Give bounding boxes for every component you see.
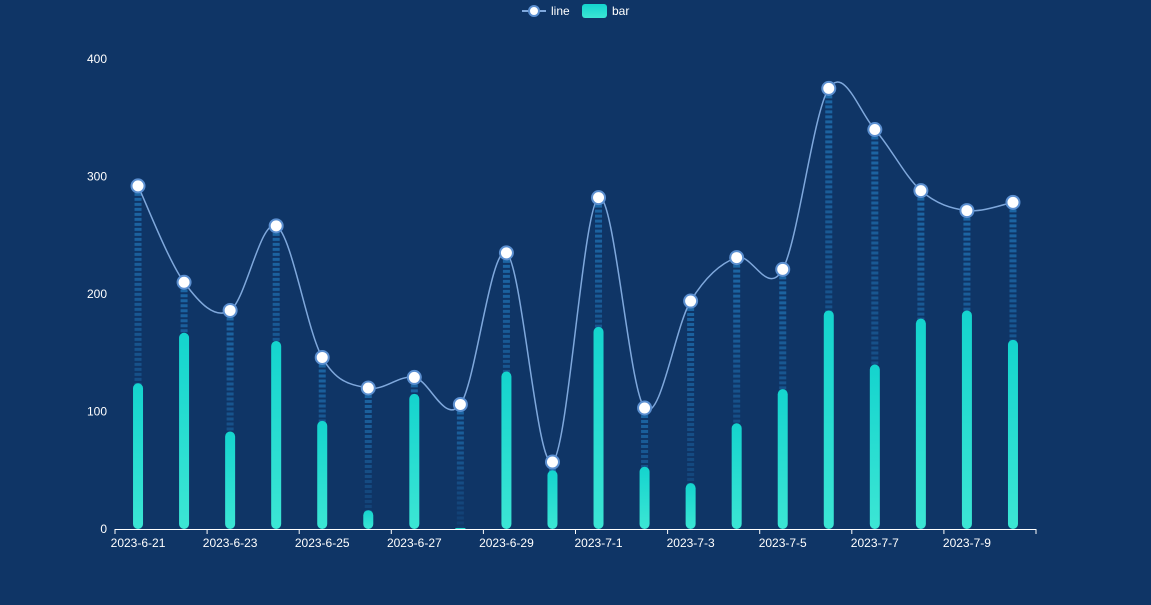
line-point[interactable] [637,400,653,416]
ghost-bar [226,310,234,529]
ghost-bar [687,301,695,529]
bar[interactable] [685,483,696,529]
x-tick-label: 2023-6-25 [295,536,350,550]
bar[interactable] [409,393,420,529]
line-point[interactable] [498,245,514,261]
line-series [137,81,1014,463]
line-point[interactable] [959,203,975,219]
ghost-bar [871,129,879,529]
legend-item-bar[interactable]: bar [582,4,629,18]
legend-line-label: line [551,4,570,18]
legend-bar-swatch [582,4,607,18]
bar[interactable] [639,466,650,529]
bar[interactable] [501,371,512,529]
bar[interactable] [363,510,374,529]
line-point[interactable] [775,261,791,277]
y-tick-label: 400 [87,52,107,66]
bar[interactable] [225,431,236,529]
x-axis: 2023-6-21 2023-6-23 2023-6-25 2023-6-27 2023… [111,529,1037,550]
bar[interactable] [455,528,466,529]
legend-item-line[interactable]: line [522,4,570,18]
y-tick-label: 0 [100,522,107,536]
bar-series [133,310,1018,529]
line-point[interactable] [314,349,330,365]
bar[interactable] [915,318,926,529]
bar[interactable] [133,383,144,529]
y-tick-label: 200 [87,287,107,301]
x-tick-label: 2023-6-23 [203,536,258,550]
bar[interactable] [317,420,328,529]
line-path [137,81,1014,463]
bar[interactable] [1007,339,1018,529]
bar[interactable] [961,310,972,529]
legend[interactable]: line bar [522,4,629,18]
x-tick-label: 2023-6-21 [111,536,166,550]
line-point[interactable] [452,396,468,412]
line-point[interactable] [544,454,560,470]
line-point[interactable] [360,380,376,396]
line-point[interactable] [130,178,146,194]
x-tick-label: 2023-7-9 [943,536,991,550]
ghost-bar [456,404,464,529]
bar[interactable] [731,423,742,529]
legend-line-marker [528,5,540,17]
ghost-bars [134,88,1017,529]
y-tick-label: 100 [87,405,107,419]
line-point[interactable] [683,293,699,309]
bar[interactable] [547,470,558,529]
legend-bar-label: bar [612,4,629,18]
line-point[interactable] [867,122,883,137]
bar[interactable] [869,364,880,530]
bar[interactable] [271,341,282,529]
line-point[interactable] [1005,194,1021,210]
line-point[interactable] [729,250,745,266]
line-point[interactable] [176,274,192,290]
x-tick-label: 2023-6-29 [479,536,534,550]
bar[interactable] [593,326,604,529]
line-point[interactable] [222,302,238,318]
x-tick-label: 2023-7-1 [575,536,623,550]
line-point[interactable] [406,369,422,385]
line-point[interactable] [268,218,284,234]
line-point[interactable] [821,80,837,96]
y-axis: 0 100 200 300 400 [87,52,107,536]
bar[interactable] [777,389,788,529]
y-tick-label: 300 [87,170,107,184]
x-tick-label: 2023-7-5 [759,536,807,550]
line-point[interactable] [591,190,607,206]
bar[interactable] [179,332,190,529]
x-tick-label: 2023-7-7 [851,536,899,550]
line-point[interactable] [913,183,929,199]
x-tick-label: 2023-6-27 [387,536,442,550]
line-markers [130,80,1021,470]
bar[interactable] [823,310,834,529]
x-tick-label: 2023-7-3 [667,536,715,550]
